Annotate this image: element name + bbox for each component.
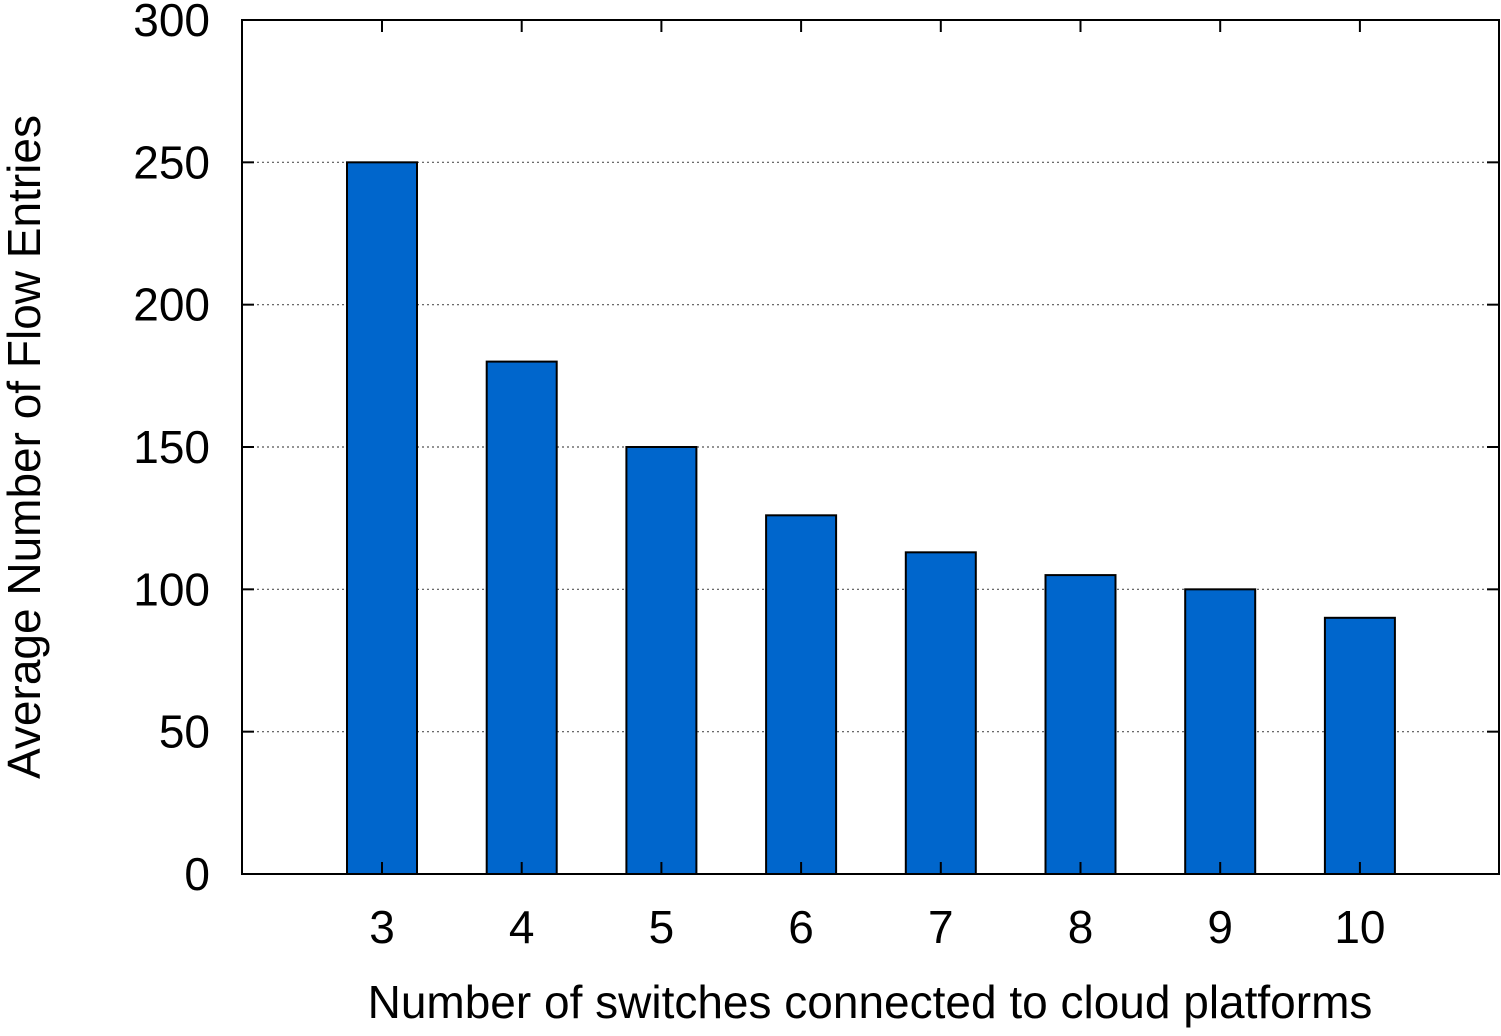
x-tick-label: 4 <box>509 901 535 953</box>
x-tick-label: 10 <box>1334 901 1385 953</box>
y-tick-label: 300 <box>133 0 210 46</box>
bar <box>1323 616 1396 875</box>
bar <box>485 360 558 876</box>
y-tick-label: 250 <box>133 136 210 188</box>
y-tick-label: 100 <box>133 563 210 615</box>
y-axis-label: Average Number of Flow Entries <box>0 115 50 779</box>
gridlines <box>242 161 1499 733</box>
bar <box>1184 588 1257 875</box>
bar <box>346 161 418 876</box>
x-tick-label: 5 <box>649 901 675 953</box>
plot-frame <box>241 19 1500 875</box>
bars <box>346 161 1396 876</box>
x-tick-label: 9 <box>1207 901 1233 953</box>
x-tick-label: 8 <box>1068 901 1094 953</box>
x-tick-label: 7 <box>928 901 954 953</box>
y-tick-label: 200 <box>133 279 210 331</box>
y-axis-ticks: 0 50 100 150 200 250 300 <box>133 0 1499 900</box>
bar <box>765 514 838 875</box>
bar <box>625 446 698 875</box>
x-tick-label: 3 <box>369 901 395 953</box>
y-tick-label: 150 <box>133 421 210 473</box>
y-tick-label: 0 <box>184 848 210 900</box>
bar <box>904 551 977 875</box>
y-tick-label: 50 <box>159 706 210 758</box>
x-tick-label: 6 <box>788 901 814 953</box>
x-axis-ticks: 3 4 5 6 7 8 9 10 <box>369 20 1385 953</box>
x-axis-label: Number of switches connected to cloud pl… <box>368 976 1373 1028</box>
bar <box>1044 574 1117 875</box>
